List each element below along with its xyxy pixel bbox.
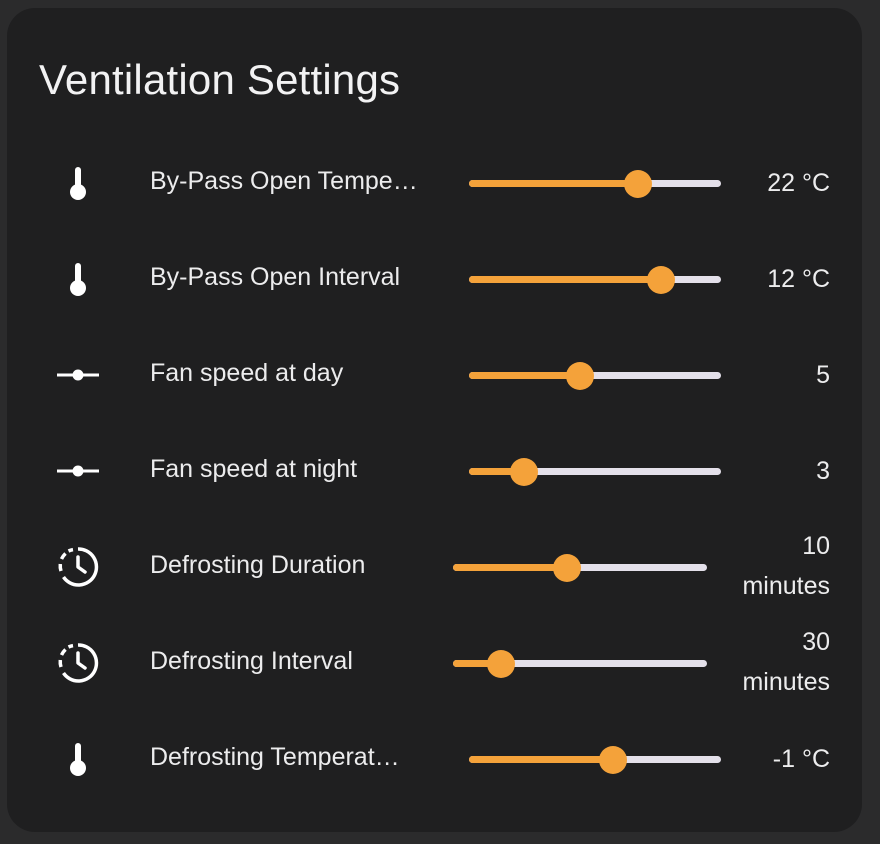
card-title: Ventilation Settings xyxy=(39,56,401,103)
slider-icon xyxy=(55,357,101,393)
setting-value: 30 minutes xyxy=(742,622,830,702)
setting-row-defrosting-duration: Defrosting Duration 10 minutes xyxy=(7,532,862,600)
value-text: 3 xyxy=(816,457,830,485)
timer-icon xyxy=(55,643,101,683)
setting-row-bypass-open-interval: By-Pass Open Interval 12 °C xyxy=(7,249,862,309)
slider-thumb[interactable] xyxy=(487,650,516,678)
defrosting-temperature-slider[interactable] xyxy=(469,744,721,774)
slider-icon xyxy=(55,453,101,489)
value-unit: minutes xyxy=(742,668,830,696)
slider-fill xyxy=(469,180,638,187)
slider-thumb[interactable] xyxy=(598,746,627,774)
setting-value: 22 °C xyxy=(767,163,830,203)
setting-value: 3 xyxy=(816,451,830,491)
setting-row-bypass-open-temperature: By-Pass Open Tempe… 22 °C xyxy=(7,153,862,213)
slider-thumb[interactable] xyxy=(623,170,652,198)
setting-label: Defrosting Temperat… xyxy=(150,743,400,771)
setting-label: Defrosting Duration xyxy=(150,551,366,579)
setting-row-defrosting-interval: Defrosting Interval 30 minutes xyxy=(7,628,862,696)
slider-fill xyxy=(453,660,502,667)
slider-fill xyxy=(469,756,613,763)
thermometer-icon xyxy=(55,165,101,201)
setting-label: Fan speed at night xyxy=(150,455,358,483)
slider-fill xyxy=(469,468,525,475)
setting-row-fan-speed-day: Fan speed at day 5 xyxy=(7,345,862,405)
setting-row-fan-speed-night: Fan speed at night 3 xyxy=(7,441,862,501)
slider-track xyxy=(469,468,721,475)
slider-thumb[interactable] xyxy=(646,266,675,294)
setting-label: By-Pass Open Tempe… xyxy=(150,167,418,195)
value-text: 30 xyxy=(802,628,830,656)
setting-label: By-Pass Open Interval xyxy=(150,263,401,291)
bypass-open-temperature-slider[interactable] xyxy=(469,168,721,198)
slider-thumb[interactable] xyxy=(565,362,594,390)
ventilation-settings-card: Ventilation Settings By-Pass Open Tempe…… xyxy=(7,8,862,832)
value-text: 5 xyxy=(816,361,830,389)
value-text: 12 °C xyxy=(767,265,830,293)
defrosting-interval-slider[interactable] xyxy=(453,648,707,678)
defrosting-duration-slider[interactable] xyxy=(453,552,707,582)
slider-thumb[interactable] xyxy=(510,458,539,486)
fan-speed-day-slider[interactable] xyxy=(469,360,721,390)
setting-value: 12 °C xyxy=(767,259,830,299)
slider-track xyxy=(469,372,721,379)
thermometer-icon xyxy=(55,261,101,297)
setting-row-defrosting-temperature: Defrosting Temperat… -1 °C xyxy=(7,729,862,789)
value-text: 10 xyxy=(802,532,830,560)
slider-fill xyxy=(453,564,568,571)
setting-value: -1 °C xyxy=(773,739,830,779)
value-text: -1 °C xyxy=(772,745,830,773)
value-unit: minutes xyxy=(742,572,830,600)
setting-label: Defrosting Interval xyxy=(150,647,353,675)
setting-label: Fan speed at day xyxy=(150,359,344,387)
slider-fill xyxy=(469,276,661,283)
thermometer-icon xyxy=(55,741,101,777)
bypass-open-interval-slider[interactable] xyxy=(469,264,721,294)
slider-fill xyxy=(469,372,580,379)
slider-thumb[interactable] xyxy=(553,554,582,582)
value-text: 22 °C xyxy=(767,169,830,197)
slider-track xyxy=(453,660,707,667)
fan-speed-night-slider[interactable] xyxy=(469,456,721,486)
timer-icon xyxy=(55,547,101,587)
setting-value: 5 xyxy=(816,355,830,395)
setting-value: 10 minutes xyxy=(742,526,830,606)
